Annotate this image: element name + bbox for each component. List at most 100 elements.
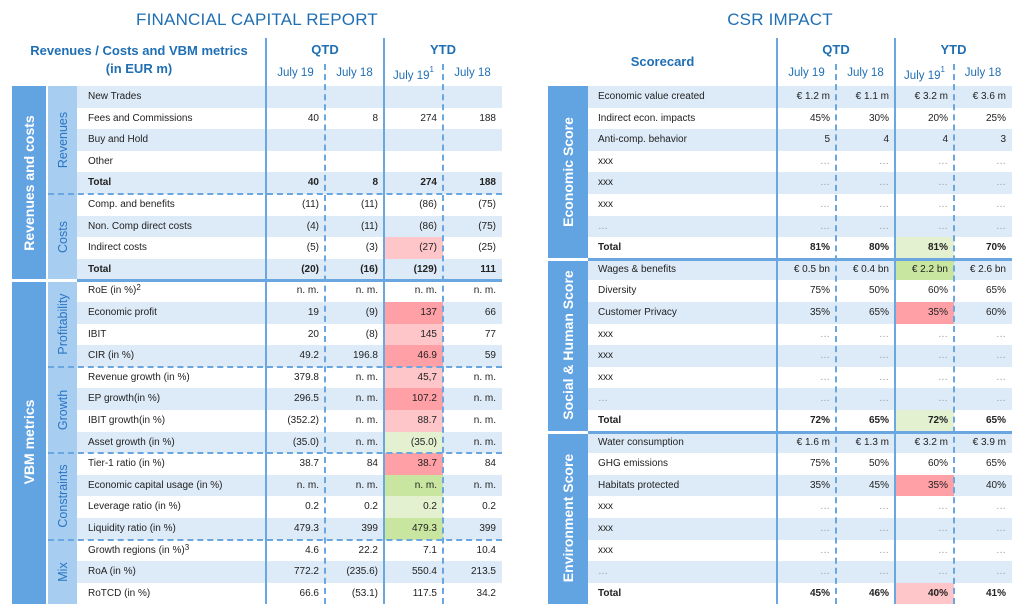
row-label-text: Tier-1 ratio (in %) (88, 458, 165, 470)
value-cell: (75) (478, 220, 496, 232)
footnote-marker: 3 (184, 542, 190, 552)
right-col-ytd-july18: July 18 (964, 67, 1002, 79)
subsection-label: Costs (55, 221, 70, 254)
value-cell: 4.6 (305, 544, 319, 556)
table-row: xxx………… (588, 496, 1012, 518)
value-cell: … (996, 328, 1006, 340)
row-label-text: Revenue growth (in %) (88, 371, 190, 383)
value-cell: … (996, 523, 1006, 534)
value-cell: … (879, 566, 889, 578)
value-cell: 111 (480, 263, 496, 275)
value-cell: … (879, 177, 889, 189)
subsection-band-profitability: Profitability (48, 280, 77, 367)
table-row: xxx………… (588, 518, 1012, 540)
value-cell: 49.2 (299, 350, 319, 362)
value-cell: 46% (868, 587, 889, 599)
table-row: Diversity 75% 50% 60% 65% (588, 280, 1012, 302)
table-row: Tier-1 ratio (in %) 38.7 84 38.7 84 (77, 453, 502, 475)
subsection-band-revenues: Revenues (48, 86, 77, 194)
value-cell: (16) (360, 263, 378, 275)
value-cell: 40% (985, 479, 1006, 491)
value-cell: … (996, 566, 1006, 578)
left-col-ytd-july19: July 191 (384, 65, 443, 82)
section-label: Revenues and costs (21, 115, 37, 251)
table-row: Habitats protected 35% 45% 35% 40% (588, 474, 1012, 497)
value-cell (384, 86, 443, 108)
value-cell: 50% (868, 285, 889, 297)
column-divider-dashed (442, 64, 444, 605)
value-cell: … (938, 566, 948, 578)
table-row: Total 40 8 274 188 (77, 172, 502, 194)
table-row: Total 45% 46% 40% 41% (588, 582, 1012, 605)
table-row: Buy and Hold (77, 129, 502, 151)
row-label: xxx (598, 523, 613, 534)
value-cell: n. m. (384, 474, 443, 497)
left-header-line1: Revenues / Costs and VBM metrics (30, 43, 248, 58)
value-cell: 45% (868, 479, 889, 491)
left-ytd-header: YTD (430, 42, 456, 57)
row-label-text: New Trades (88, 91, 142, 102)
value-cell: 80% (868, 242, 889, 254)
value-cell: 5 (824, 134, 830, 146)
value-cell: 550.4 (411, 566, 437, 578)
left-qtd-header: QTD (311, 42, 339, 57)
value-cell: … (996, 177, 1006, 189)
value-cell: … (820, 393, 830, 405)
row-label-text: Asset growth (in %) (88, 436, 175, 448)
row-label-text: Liquidity ratio (in %) (88, 523, 176, 534)
value-cell: … (820, 544, 830, 556)
row-label: IBIT (88, 324, 268, 346)
table-row: xxx………… (588, 324, 1012, 346)
value-cell: 274 (420, 112, 437, 124)
row-label: Non. Comp direct costs (88, 216, 268, 238)
value-cell: … (879, 220, 889, 232)
column-divider-dashed (953, 64, 955, 605)
table-row: Comp. and benefits (11) (11) (86) (75) (77, 194, 502, 216)
value-cell: n. m. (473, 393, 496, 405)
value-cell: 399 (361, 523, 378, 534)
table-row: EP growth(in %) 296.5 n. m. 107.2 n. m. (77, 388, 502, 410)
row-label: Diversity (598, 285, 637, 297)
value-cell: 66 (484, 307, 496, 318)
value-cell: 70% (985, 242, 1006, 254)
value-cell: … (879, 199, 889, 210)
value-cell: 84 (366, 458, 378, 470)
row-label-text: Economic capital usage (in %) (88, 479, 223, 491)
value-cell: (53.1) (351, 587, 378, 599)
value-cell: n. m. (414, 285, 437, 297)
row-label: Total (88, 172, 268, 194)
value-cell: 34.2 (476, 587, 496, 599)
row-label: Economic profit (88, 302, 268, 324)
value-cell: … (879, 371, 889, 383)
row-label: Growth regions (in %)3 (88, 540, 268, 562)
value-cell: 35% (895, 302, 954, 324)
value-cell: … (996, 501, 1006, 513)
value-cell: n. m. (296, 285, 319, 297)
value-cell: 65% (985, 458, 1006, 470)
value-cell: (11) (301, 199, 319, 210)
value-cell: … (820, 199, 830, 210)
value-cell: … (938, 501, 948, 513)
table-row: xxx………… (588, 194, 1012, 216)
value-cell: n. m. (473, 285, 496, 297)
value-cell: 65% (985, 285, 1006, 297)
table-row: Fees and Commissions 40 8 274 188 (77, 108, 502, 130)
value-cell: … (938, 328, 948, 340)
table-row: Asset growth (in %) (35.0) n. m. (35.0) n. m… (77, 431, 502, 454)
table-row: xxx………… (588, 367, 1012, 389)
value-cell: 41% (985, 587, 1006, 599)
row-label-text: RoA (in %) (88, 566, 136, 578)
table-row: Economic value created € 1.2 m € 1.1 m € 3.… (588, 86, 1012, 108)
footnote-marker: 1 (429, 65, 434, 74)
value-cell: 0.2 (482, 501, 496, 513)
subsection-separator (48, 193, 502, 195)
value-cell: 19 (307, 307, 319, 318)
subsection-separator (48, 538, 502, 541)
value-cell: 30% (868, 112, 889, 124)
financial-report-title: FINANCIAL CAPITAL REPORT (136, 10, 378, 29)
value-cell: 65% (868, 415, 889, 426)
table-row: RoA (in %) 772.2 (235.6) 550.4 213.5 (77, 561, 502, 583)
value-cell: 81% (895, 237, 954, 259)
row-label: Liquidity ratio (in %) (88, 518, 268, 540)
row-label-text: RoTCD (in %) (88, 587, 151, 599)
